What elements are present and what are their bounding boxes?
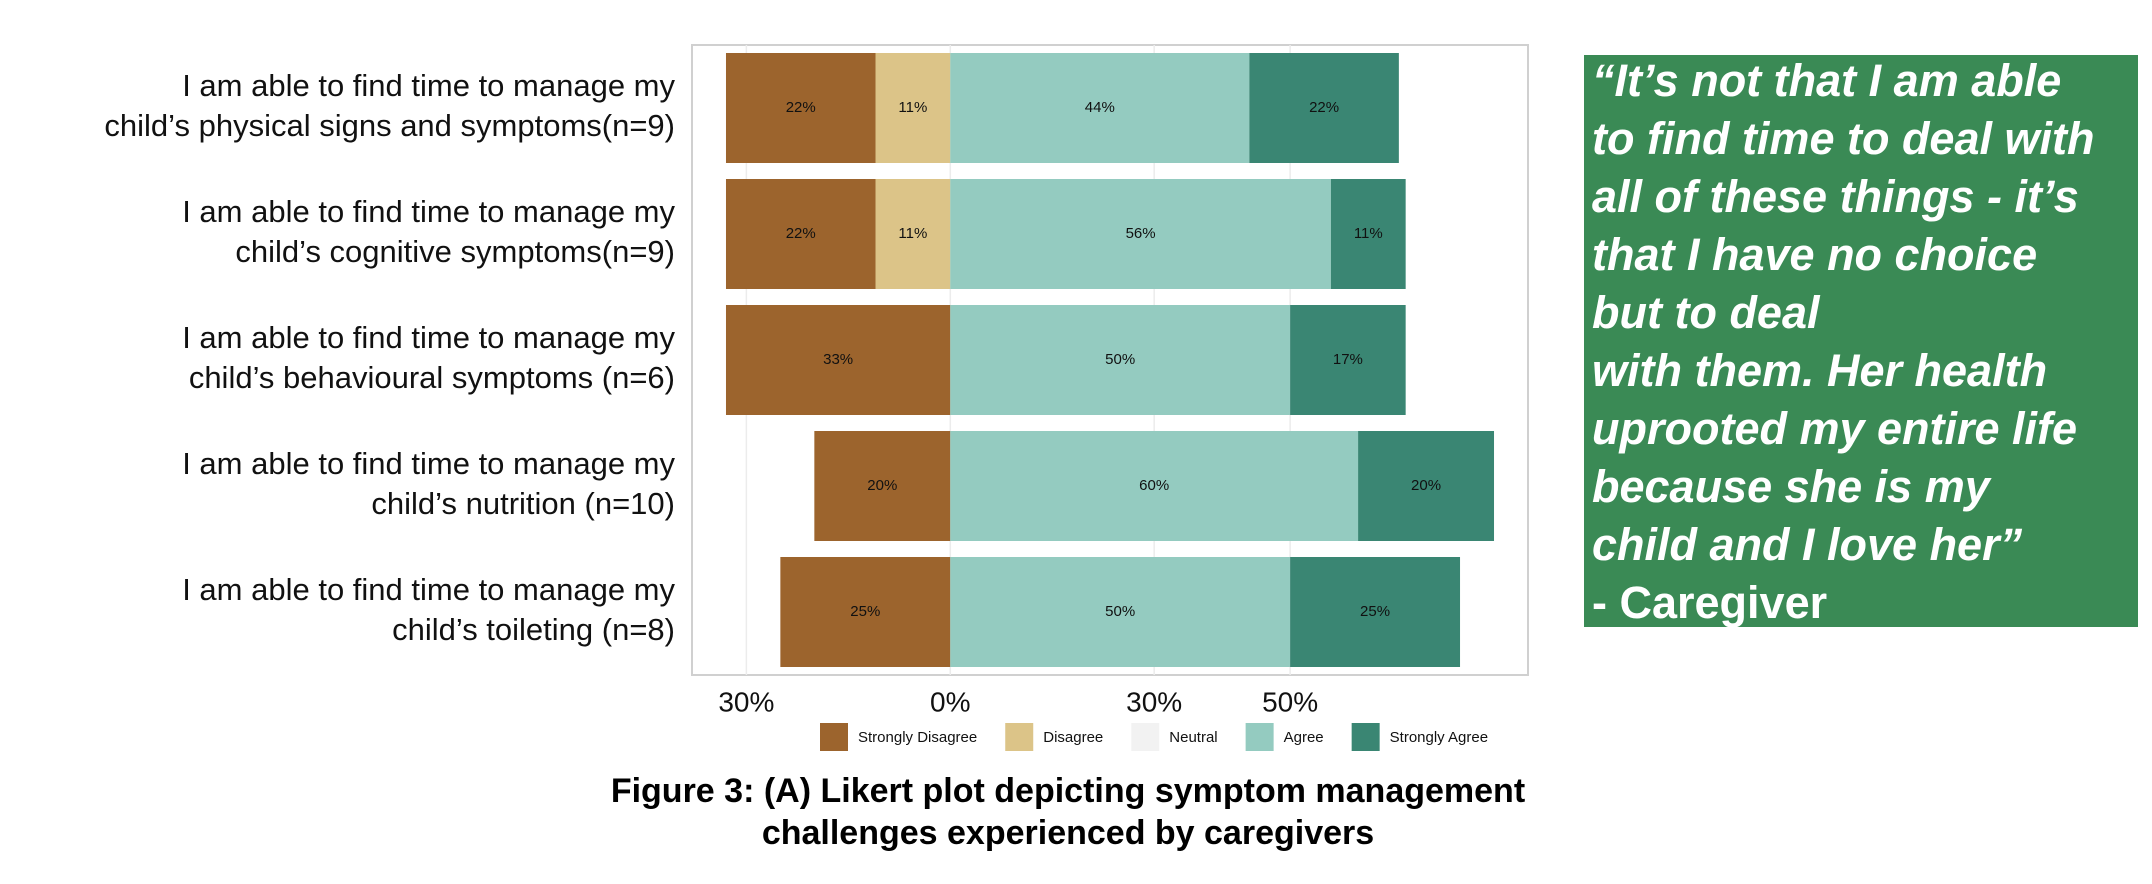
bar-segment — [875, 53, 951, 163]
category-label: I am able to find time to manage my — [182, 320, 675, 355]
bar-segment — [725, 53, 876, 163]
bar-segment — [780, 557, 951, 667]
bar-segment — [1290, 305, 1406, 415]
category-label: child’s behavioural symptoms (n=6) — [189, 360, 675, 395]
quote-line: because she is my — [1592, 461, 1992, 512]
quote-line: - Caregiver — [1592, 577, 1827, 628]
bar-segment — [1290, 557, 1461, 667]
legend-swatch — [1005, 723, 1034, 751]
quote-line: “It’s not that I am able — [1592, 55, 2061, 106]
value-label: 33% — [823, 351, 853, 368]
x-tick-label: 30% — [1126, 686, 1182, 717]
value-label: 20% — [1411, 477, 1441, 494]
caption: challenges experienced by caregivers — [762, 814, 1374, 852]
legend-swatch — [1351, 723, 1380, 751]
value-label: 44% — [1085, 99, 1115, 116]
quote-line: with them. Her health — [1592, 345, 2047, 396]
value-label: 17% — [1333, 351, 1363, 368]
value-label: 22% — [1309, 99, 1339, 116]
category-label: child’s physical signs and symptoms(n=9) — [104, 108, 675, 143]
quote-box — [1584, 55, 2138, 627]
category-label: I am able to find time to manage my — [182, 194, 675, 229]
bar-segment — [875, 179, 951, 289]
category-label: child’s cognitive symptoms(n=9) — [235, 234, 675, 269]
legend-label: Agree — [1284, 729, 1324, 746]
quote-line: but to deal — [1592, 287, 1821, 338]
quote-line: all of these things - it’s — [1592, 171, 2079, 222]
value-label: 25% — [850, 603, 880, 620]
value-label: 25% — [1360, 603, 1390, 620]
legend-swatch — [1131, 723, 1160, 751]
quote-line: to find time to deal with — [1592, 113, 2094, 164]
value-label: 50% — [1105, 603, 1135, 620]
bar-segment — [1249, 53, 1399, 163]
caption: Figure 3: (A) Likert plot depicting symp… — [611, 772, 1525, 810]
legend-swatch — [820, 723, 848, 751]
bar-segment — [950, 53, 1250, 163]
legend-label: Neutral — [1169, 729, 1217, 746]
quote-line: that I have no choice — [1592, 229, 2037, 280]
legend-swatch — [1245, 723, 1274, 751]
bar-segment — [950, 305, 1291, 415]
category-label: child’s nutrition (n=10) — [371, 486, 675, 521]
value-label: 11% — [1354, 225, 1383, 242]
bar-segment — [814, 431, 951, 541]
value-label: 60% — [1139, 477, 1169, 494]
quote-line: uprooted my entire life — [1592, 403, 2077, 454]
bar-segment — [950, 179, 1331, 289]
value-label: 50% — [1105, 351, 1135, 368]
bar-segment — [1358, 431, 1495, 541]
value-label: 11% — [898, 99, 927, 116]
bar-segment — [1330, 179, 1406, 289]
value-label: 22% — [786, 225, 816, 242]
x-tick-label: 30% — [718, 686, 774, 717]
x-tick-label: 0% — [930, 686, 970, 717]
legend-label: Strongly Disagree — [858, 729, 977, 746]
quote-line: child and I love her” — [1592, 519, 2023, 570]
bar-segment — [725, 179, 876, 289]
bar-segment — [950, 431, 1359, 541]
category-label: child’s toileting (n=8) — [392, 612, 675, 647]
category-label: I am able to find time to manage my — [182, 68, 675, 103]
value-label: 20% — [867, 477, 897, 494]
value-label: 56% — [1126, 225, 1156, 242]
x-tick-label: 50% — [1262, 686, 1318, 717]
bar-segment — [950, 557, 1291, 667]
legend-label: Strongly Agree — [1390, 729, 1488, 746]
legend-label: Disagree — [1043, 729, 1103, 746]
value-label: 11% — [898, 225, 927, 242]
category-label: I am able to find time to manage my — [182, 446, 675, 481]
value-label: 22% — [786, 99, 816, 116]
bar-segment — [725, 305, 951, 415]
category-label: I am able to find time to manage my — [182, 572, 675, 607]
